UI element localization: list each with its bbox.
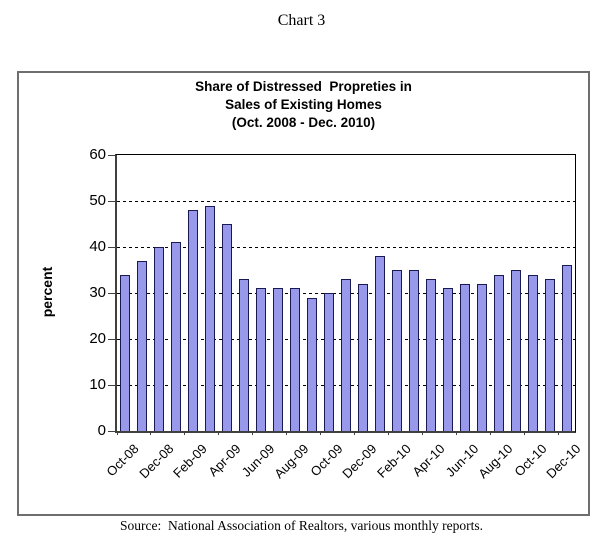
- bar-Dec-10: [561, 265, 572, 431]
- y-tick-30: [108, 292, 115, 294]
- plot-area: 0 10 20 30 40 50 60 Oct-08 Dec-08 Feb-09 Apr-09 Jun…: [89, 147, 583, 481]
- bar-Apr-09: [222, 224, 233, 431]
- x-tick-label-Oct-08: Oct-08: [103, 441, 143, 480]
- bar-Oct-09: [324, 293, 335, 431]
- x-tick-label-Dec-10: Dec-10: [542, 441, 584, 482]
- bar-Aug-09: [290, 288, 301, 431]
- y-tick-20: [108, 338, 115, 340]
- bar-Mar-09: [205, 205, 216, 431]
- x-tick-label-Oct-10: Oct-10: [511, 441, 550, 480]
- gridline-50: [117, 200, 575, 202]
- x-tick-Dec-09: [353, 431, 355, 435]
- y-tick-10: [108, 384, 115, 386]
- chart-title-line-1: Share of Distressed Propreties in: [195, 79, 412, 94]
- y-tick-label-10: 10: [89, 376, 106, 393]
- bar-Feb-10: [391, 270, 402, 431]
- x-tick-Apr-09: [218, 431, 220, 435]
- bar-Oct-08: [120, 274, 131, 431]
- bar-Nov-08: [137, 260, 148, 431]
- x-tick-Aug-09: [286, 431, 288, 435]
- bar-Feb-09: [188, 210, 199, 431]
- x-tick-label-Apr-10: Apr-10: [409, 441, 448, 480]
- bar-May-09: [239, 279, 250, 431]
- y-tick-label-50: 50: [89, 192, 106, 209]
- y-tick-label-30: 30: [89, 284, 106, 301]
- y-tick-label-20: 20: [89, 330, 106, 347]
- y-tick-50: [108, 200, 115, 202]
- x-tick-label-Aug-10: Aug-10: [475, 441, 516, 482]
- y-tick-label-0: 0: [97, 422, 106, 439]
- gridline-40: [117, 246, 575, 248]
- x-tick-label-Oct-09: Oct-09: [307, 441, 346, 480]
- y-axis-title: percent: [39, 266, 55, 318]
- page-title: Chart 3: [277, 12, 326, 29]
- x-tick-Oct-10: [523, 431, 525, 435]
- x-tick-label-Jun-09: Jun-09: [239, 441, 278, 480]
- source-note: Source: National Association of Realtors…: [120, 518, 483, 533]
- bar-Dec-09: [357, 283, 368, 431]
- y-tick-label-40: 40: [89, 238, 106, 255]
- bar-Sep-10: [510, 270, 521, 431]
- bar-Oct-10: [527, 274, 538, 431]
- x-tick-Oct-09: [320, 431, 322, 435]
- x-tick-Feb-10: [387, 431, 389, 435]
- bar-Jun-09: [256, 288, 267, 431]
- y-tick-label-60: 60: [89, 146, 106, 163]
- chart-title-line-2: Sales of Existing Homes: [225, 97, 382, 112]
- bar-Jul-10: [476, 283, 487, 431]
- x-tick-Oct-08: [116, 431, 118, 435]
- x-tick-label-Dec-08: Dec-08: [135, 441, 177, 482]
- x-tick-Aug-10: [489, 431, 491, 435]
- x-tick-label-Jun-10: Jun-10: [442, 441, 482, 480]
- bar-Apr-10: [425, 279, 436, 431]
- x-tick-label-Aug-09: Aug-09: [271, 441, 312, 482]
- bar-Mar-10: [408, 270, 419, 431]
- x-tick-Jun-09: [252, 431, 254, 435]
- chart-frame: Share of Distressed Propreties in Sales o…: [17, 71, 590, 516]
- bar-Jun-10: [459, 283, 470, 431]
- chart-title-line-3: (Oct. 2008 - Dec. 2010): [231, 115, 376, 130]
- x-tick-Feb-09: [184, 431, 186, 435]
- x-tick-Dec-08: [150, 431, 152, 435]
- bar-Jan-10: [374, 256, 385, 431]
- bar-Jan-09: [171, 242, 182, 431]
- y-tick-60: [108, 154, 115, 156]
- y-tick-40: [108, 246, 115, 248]
- x-tick-label-Dec-09: Dec-09: [339, 441, 380, 482]
- x-tick-Apr-10: [421, 431, 423, 435]
- bar-Aug-10: [493, 274, 504, 431]
- bar-May-10: [442, 288, 453, 431]
- x-tick-Dec-10: [557, 431, 559, 435]
- chart-title: Share of Distressed Propreties in Sales o…: [19, 78, 588, 132]
- x-tick-label-Feb-10: Feb-10: [373, 441, 414, 481]
- bar-Nov-09: [341, 279, 351, 431]
- x-tick-label-Feb-09: Feb-09: [170, 441, 210, 481]
- bar-Nov-10: [544, 279, 555, 431]
- bar-Dec-08: [154, 247, 165, 431]
- y-tick-0: [108, 430, 115, 432]
- x-tick-label-Apr-09: Apr-09: [205, 441, 244, 480]
- bar-Jul-09: [273, 288, 284, 431]
- bar-Sep-09: [307, 297, 318, 431]
- x-tick-Jun-10: [455, 431, 457, 435]
